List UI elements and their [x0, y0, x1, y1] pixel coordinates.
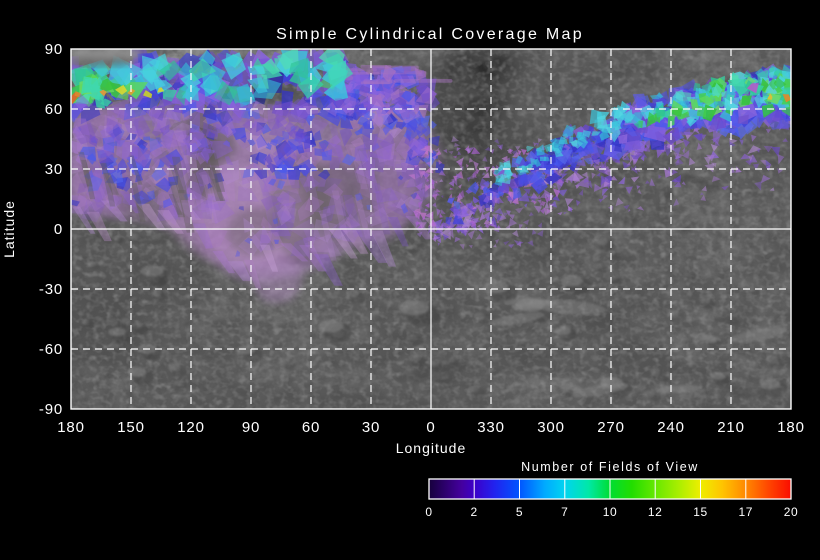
svg-text:240: 240: [657, 419, 684, 436]
svg-text:Simple Cylindrical Coverage Ma: Simple Cylindrical Coverage Map: [276, 26, 584, 43]
svg-text:-60: -60: [39, 341, 63, 358]
svg-text:-90: -90: [39, 401, 63, 418]
svg-text:30: 30: [45, 161, 63, 178]
svg-text:30: 30: [362, 419, 380, 436]
svg-text:0: 0: [425, 505, 432, 519]
svg-text:7: 7: [561, 505, 568, 519]
svg-text:90: 90: [242, 419, 260, 436]
svg-text:12: 12: [648, 505, 663, 519]
svg-text:Number of Fields of View: Number of Fields of View: [521, 460, 699, 474]
svg-text:Longitude: Longitude: [396, 440, 467, 456]
svg-text:-30: -30: [39, 281, 63, 298]
svg-text:10: 10: [603, 505, 618, 519]
svg-text:210: 210: [717, 419, 744, 436]
svg-text:270: 270: [597, 419, 624, 436]
svg-text:17: 17: [739, 505, 754, 519]
svg-text:90: 90: [45, 41, 63, 58]
svg-text:60: 60: [45, 101, 63, 118]
svg-text:0: 0: [426, 419, 435, 436]
svg-text:5: 5: [516, 505, 523, 519]
svg-text:150: 150: [117, 419, 144, 436]
svg-text:330: 330: [477, 419, 504, 436]
svg-text:180: 180: [57, 419, 84, 436]
svg-text:Latitude: Latitude: [1, 200, 17, 258]
svg-text:180: 180: [777, 419, 804, 436]
svg-text:120: 120: [177, 419, 204, 436]
svg-text:15: 15: [693, 505, 708, 519]
svg-text:300: 300: [537, 419, 564, 436]
svg-text:0: 0: [54, 221, 63, 238]
svg-text:60: 60: [302, 419, 320, 436]
svg-text:2: 2: [471, 505, 478, 519]
svg-text:20: 20: [784, 505, 799, 519]
